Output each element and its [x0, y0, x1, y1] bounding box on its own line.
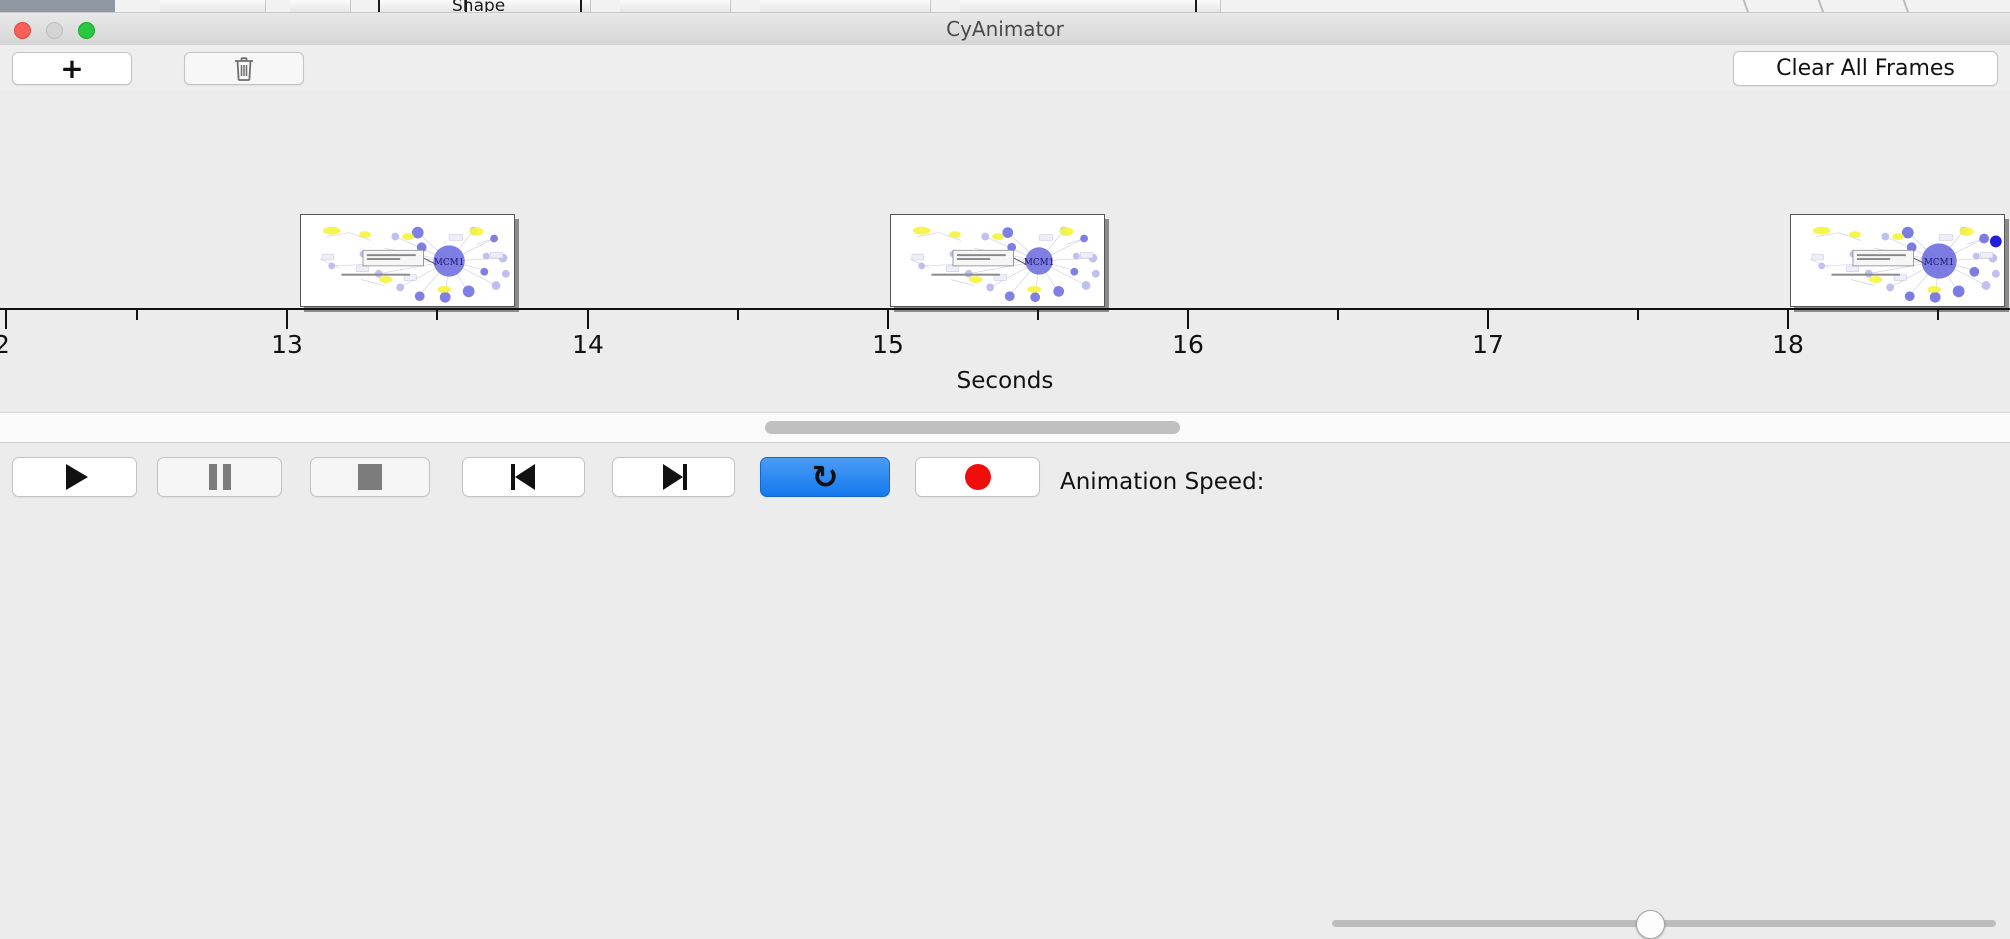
axis-tick-label: 14	[572, 330, 604, 359]
hub-node-label: MCM1	[434, 258, 464, 268]
stop-icon	[358, 464, 382, 490]
axis-tick-label: 18	[1772, 330, 1804, 359]
background-header-cell	[160, 0, 266, 12]
clear-all-frames-button[interactable]: Clear All Frames	[1733, 51, 1998, 86]
pause-button[interactable]	[157, 457, 282, 497]
axis-tick-minor	[1037, 310, 1039, 320]
delete-frame-button[interactable]	[184, 52, 304, 85]
background-header-cell	[380, 0, 461, 12]
axis-tick	[1187, 310, 1189, 329]
record-button[interactable]	[915, 457, 1040, 497]
next-frame-button[interactable]	[612, 457, 735, 497]
add-frame-button[interactable]: +	[12, 52, 132, 85]
axis-tick-label: 17	[1472, 330, 1504, 359]
toolbar: + Clear All Frames	[0, 45, 2010, 91]
network-thumbnail-image: MCM1	[909, 226, 1100, 303]
axis-tick-minor	[436, 310, 438, 320]
skip-forward-icon	[661, 464, 687, 490]
background-header-cell	[490, 0, 591, 12]
background-window-strip: Shape	[0, 0, 2010, 13]
record-icon	[964, 464, 991, 490]
frame-thumbnail[interactable]: MCM1	[1790, 214, 2009, 312]
background-header-cell	[960, 0, 1221, 12]
background-header-cell	[620, 0, 731, 12]
frame-thumbnail[interactable]: MCM1	[300, 214, 519, 312]
hub-node-label: MCM1	[1924, 258, 1954, 268]
pause-icon	[208, 464, 231, 490]
axis-tick	[5, 310, 7, 329]
timeline-scrollbar[interactable]	[0, 412, 2010, 443]
background-header-label: Shape	[452, 0, 506, 13]
network-thumbnail-image: MCM1	[1809, 226, 2002, 303]
axis-tick-label: 2	[0, 330, 10, 359]
background-tab	[0, 0, 115, 13]
axis-tick	[887, 310, 889, 329]
axis-tick-minor	[1937, 310, 1939, 320]
axis-tick	[587, 310, 589, 329]
timeline-panel[interactable]: MCM1	[0, 90, 2010, 412]
loop-icon: ↻	[811, 458, 839, 496]
axis-tick-minor	[136, 310, 138, 320]
maximize-button[interactable]	[78, 22, 95, 39]
timeline-axis	[0, 308, 2010, 310]
animation-speed-label: Animation Speed:	[1060, 469, 1265, 495]
axis-tick-minor	[1337, 310, 1339, 320]
close-button[interactable]	[14, 22, 31, 39]
play-button[interactable]	[12, 457, 137, 497]
axis-tick-label: 16	[1172, 330, 1204, 359]
hub-node-label: MCM1	[1024, 258, 1054, 268]
axis-tick-minor	[737, 310, 739, 320]
axis-title: Seconds	[956, 368, 1054, 394]
loop-button[interactable]: ↻	[760, 457, 890, 497]
previous-frame-button[interactable]	[462, 457, 585, 497]
skip-back-icon	[510, 464, 537, 490]
clear-all-frames-label: Clear All Frames	[1776, 56, 1955, 81]
axis-tick	[286, 310, 288, 329]
axis-tick-label: 15	[872, 330, 904, 359]
window-title: CyAnimator	[946, 17, 1064, 41]
title-bar: CyAnimator	[0, 13, 2010, 46]
minimize-button[interactable]	[46, 22, 63, 39]
playback-controls: ↻ Animation Speed:	[0, 442, 2010, 939]
stop-button[interactable]	[310, 457, 430, 497]
background-header-cell	[290, 0, 351, 12]
frame-thumbnail[interactable]: MCM1	[890, 214, 1109, 312]
axis-tick	[1787, 310, 1789, 329]
scrollbar-thumb[interactable]	[765, 421, 1180, 434]
play-icon	[65, 464, 88, 490]
axis-tick-label: 13	[271, 330, 303, 359]
trash-icon	[235, 56, 253, 81]
axis-tick-minor	[1637, 310, 1639, 320]
background-header-cell	[760, 0, 931, 12]
network-thumbnail-image: MCM1	[319, 226, 510, 303]
animation-speed-slider-thumb[interactable]	[1636, 910, 1665, 939]
plus-icon: +	[60, 51, 84, 85]
axis-tick	[1487, 310, 1489, 329]
